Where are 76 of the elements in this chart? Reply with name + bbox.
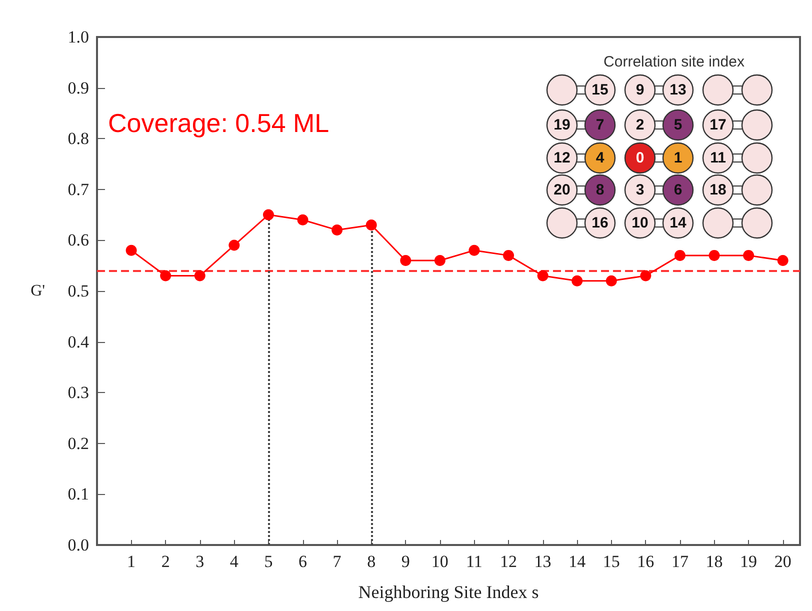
point [640, 270, 652, 282]
annotation: 1 [674, 150, 682, 166]
x-tick-label: 4 [230, 552, 239, 571]
annotation: 5 [674, 116, 682, 134]
annotation: 0 [636, 150, 644, 166]
y-tick-label: 1.0 [68, 28, 89, 46]
annotation: 7 [596, 116, 604, 134]
x-tick-label: 1 [127, 552, 136, 571]
point [194, 270, 206, 282]
annotation: 17 [710, 116, 726, 134]
y-tick-label: 0.5 [68, 282, 89, 300]
annotation: 9 [636, 82, 644, 98]
point [468, 244, 480, 256]
point [297, 214, 308, 226]
x-tick-label: 3 [196, 552, 204, 571]
annotation: 10 [632, 214, 648, 232]
point [332, 224, 343, 236]
point [228, 240, 240, 251]
annotation: 14 [670, 214, 687, 232]
point [400, 255, 412, 266]
y-tick-label: 0.9 [68, 78, 89, 98]
x-tick-label: 10 [431, 552, 448, 571]
annotation: 2 [636, 116, 644, 134]
annotation: 20 [554, 182, 570, 198]
annotation: 13 [670, 82, 686, 98]
x-tick-label: 9 [401, 552, 410, 571]
point [537, 270, 548, 282]
annotation: 3 [636, 182, 644, 198]
point [126, 244, 137, 256]
annotation: 19 [554, 116, 570, 134]
annotation: Correlation site index [604, 54, 745, 70]
annotation: 11 [710, 150, 726, 166]
annotation: 18 [710, 182, 726, 198]
annotation: 15 [592, 82, 608, 98]
x-tick-label: 8 [367, 552, 376, 571]
x-tick-label: 14 [568, 552, 586, 571]
point [743, 250, 754, 261]
point [606, 275, 617, 286]
point [160, 270, 172, 282]
x-tick-label: 16 [637, 552, 654, 571]
annotation: 16 [592, 214, 608, 232]
y-tick-label: 0.6 [68, 230, 89, 250]
point [674, 250, 686, 261]
x-tick-label: 19 [740, 552, 758, 571]
x-tick-label: 7 [332, 552, 342, 571]
y-tick-label: 0.2 [68, 434, 89, 453]
point [366, 219, 377, 230]
point [572, 275, 583, 286]
y-tick-label: 0.8 [68, 129, 89, 148]
x-tick-label: 17 [671, 552, 689, 571]
point [708, 250, 720, 261]
x-tick-label: 13 [534, 552, 552, 571]
point [777, 255, 788, 266]
y-tick-label: 0.0 [68, 536, 89, 554]
x-tick-label: 6 [298, 552, 308, 571]
annotation: Coverage: 0.54 ML [108, 108, 330, 138]
x-tick-label: 2 [161, 552, 170, 571]
y-tick-label: 0.1 [68, 484, 89, 504]
y-axis-title: G' [30, 282, 46, 300]
y-tick-label: 0.7 [68, 180, 90, 199]
x-tick-label: 5 [264, 552, 273, 571]
annotation: 4 [596, 150, 605, 166]
x-tick-label: 20 [774, 552, 792, 571]
y-tick-label: 0.4 [68, 332, 90, 352]
x-tick-label: 18 [706, 552, 723, 571]
x-axis-title: Neighboring Site Index s [358, 582, 539, 602]
point [434, 255, 446, 266]
annotation: 12 [554, 150, 570, 166]
annotation: 8 [596, 182, 604, 198]
x-tick-label: 12 [500, 552, 518, 571]
point [262, 209, 274, 220]
y-tick-label: 0.3 [68, 383, 89, 402]
x-tick-label: 15 [602, 552, 620, 571]
annotation: 6 [674, 182, 682, 198]
x-tick-label: 11 [466, 552, 482, 571]
point [503, 250, 514, 261]
